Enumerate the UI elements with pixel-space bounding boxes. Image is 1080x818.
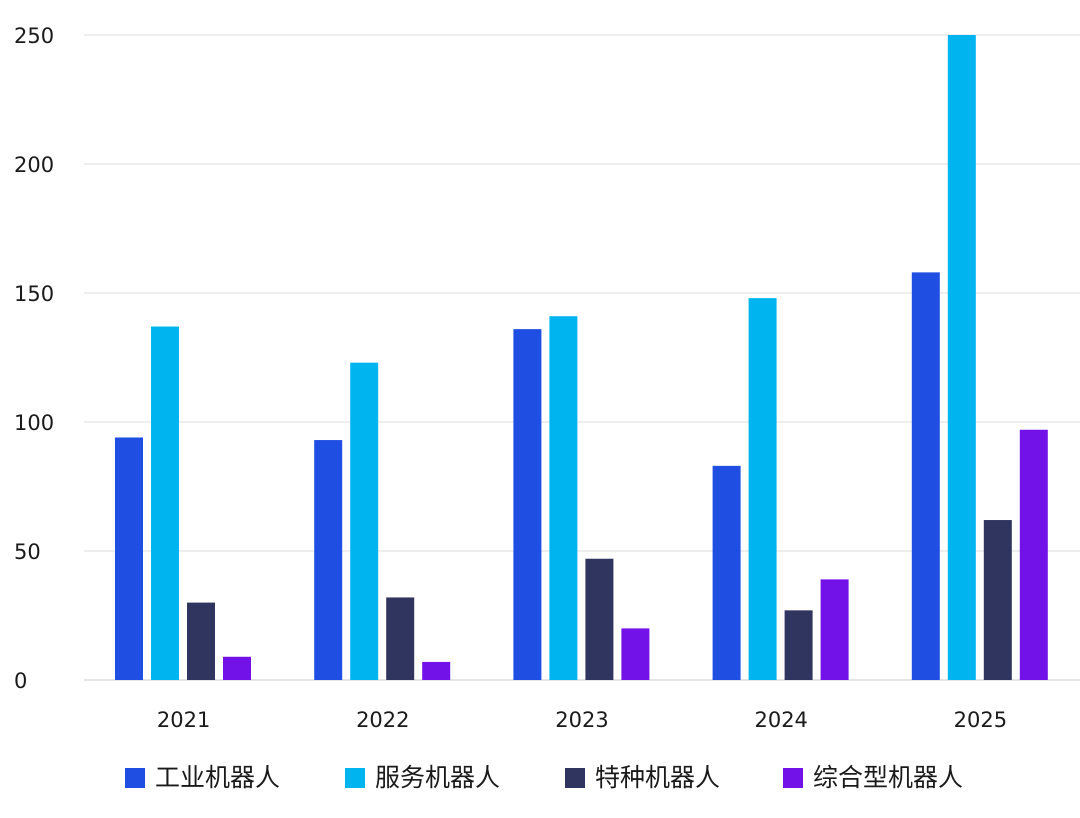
- legend-label: 服务机器人: [375, 763, 500, 792]
- bar-2021-series-1: [151, 326, 179, 680]
- bar-2021-series-3: [223, 656, 251, 680]
- legend-swatch: [783, 768, 803, 788]
- bar-2025-series-0: [911, 272, 940, 680]
- legend: 工业机器人 服务机器人 特种机器人 综合型机器人: [125, 763, 963, 792]
- x-axis-ticks: 2021 2022 2023 2024 2025: [157, 708, 1007, 732]
- bar-2025-series-3: [1019, 429, 1048, 680]
- bar-2025-series-2: [983, 520, 1012, 680]
- legend-swatch: [345, 768, 365, 788]
- bars: [115, 35, 1048, 680]
- bar-2024-series-0: [712, 465, 741, 680]
- bar-2025-series-1: [947, 35, 976, 680]
- legend-swatch: [565, 768, 585, 788]
- bar-2022-series-0: [314, 440, 343, 680]
- bar-2023-series-1: [549, 316, 578, 680]
- bar-2024-series-2: [784, 610, 813, 680]
- y-tick-label: 250: [14, 24, 54, 48]
- bar-2022-series-3: [422, 661, 451, 680]
- bar-2021-series-2: [187, 602, 215, 680]
- x-tick-label: 2024: [754, 708, 807, 732]
- y-tick-label: 150: [14, 282, 54, 306]
- legend-label: 综合型机器人: [813, 763, 963, 792]
- bar-2022-series-1: [350, 362, 379, 680]
- x-tick-label: 2025: [954, 708, 1007, 732]
- y-tick-label: 100: [14, 411, 54, 435]
- bar-2023-series-3: [621, 628, 650, 680]
- y-axis-ticks: 0 50 100 150 200 250: [14, 24, 54, 693]
- legend-label: 工业机器人: [155, 763, 280, 792]
- bar-2024-series-3: [820, 579, 849, 680]
- y-tick-label: 200: [14, 153, 54, 177]
- x-tick-label: 2022: [356, 708, 409, 732]
- legend-label: 特种机器人: [595, 763, 720, 792]
- legend-swatch: [125, 768, 145, 788]
- bar-2023-series-2: [585, 558, 614, 680]
- x-tick-label: 2023: [555, 708, 608, 732]
- y-tick-label: 50: [14, 540, 41, 564]
- x-tick-label: 2021: [157, 708, 210, 732]
- bar-2023-series-0: [513, 329, 542, 680]
- bar-2021-series-0: [115, 437, 143, 680]
- bar-2024-series-1: [748, 298, 777, 680]
- bar-2022-series-2: [386, 597, 415, 680]
- y-tick-label: 0: [14, 669, 27, 693]
